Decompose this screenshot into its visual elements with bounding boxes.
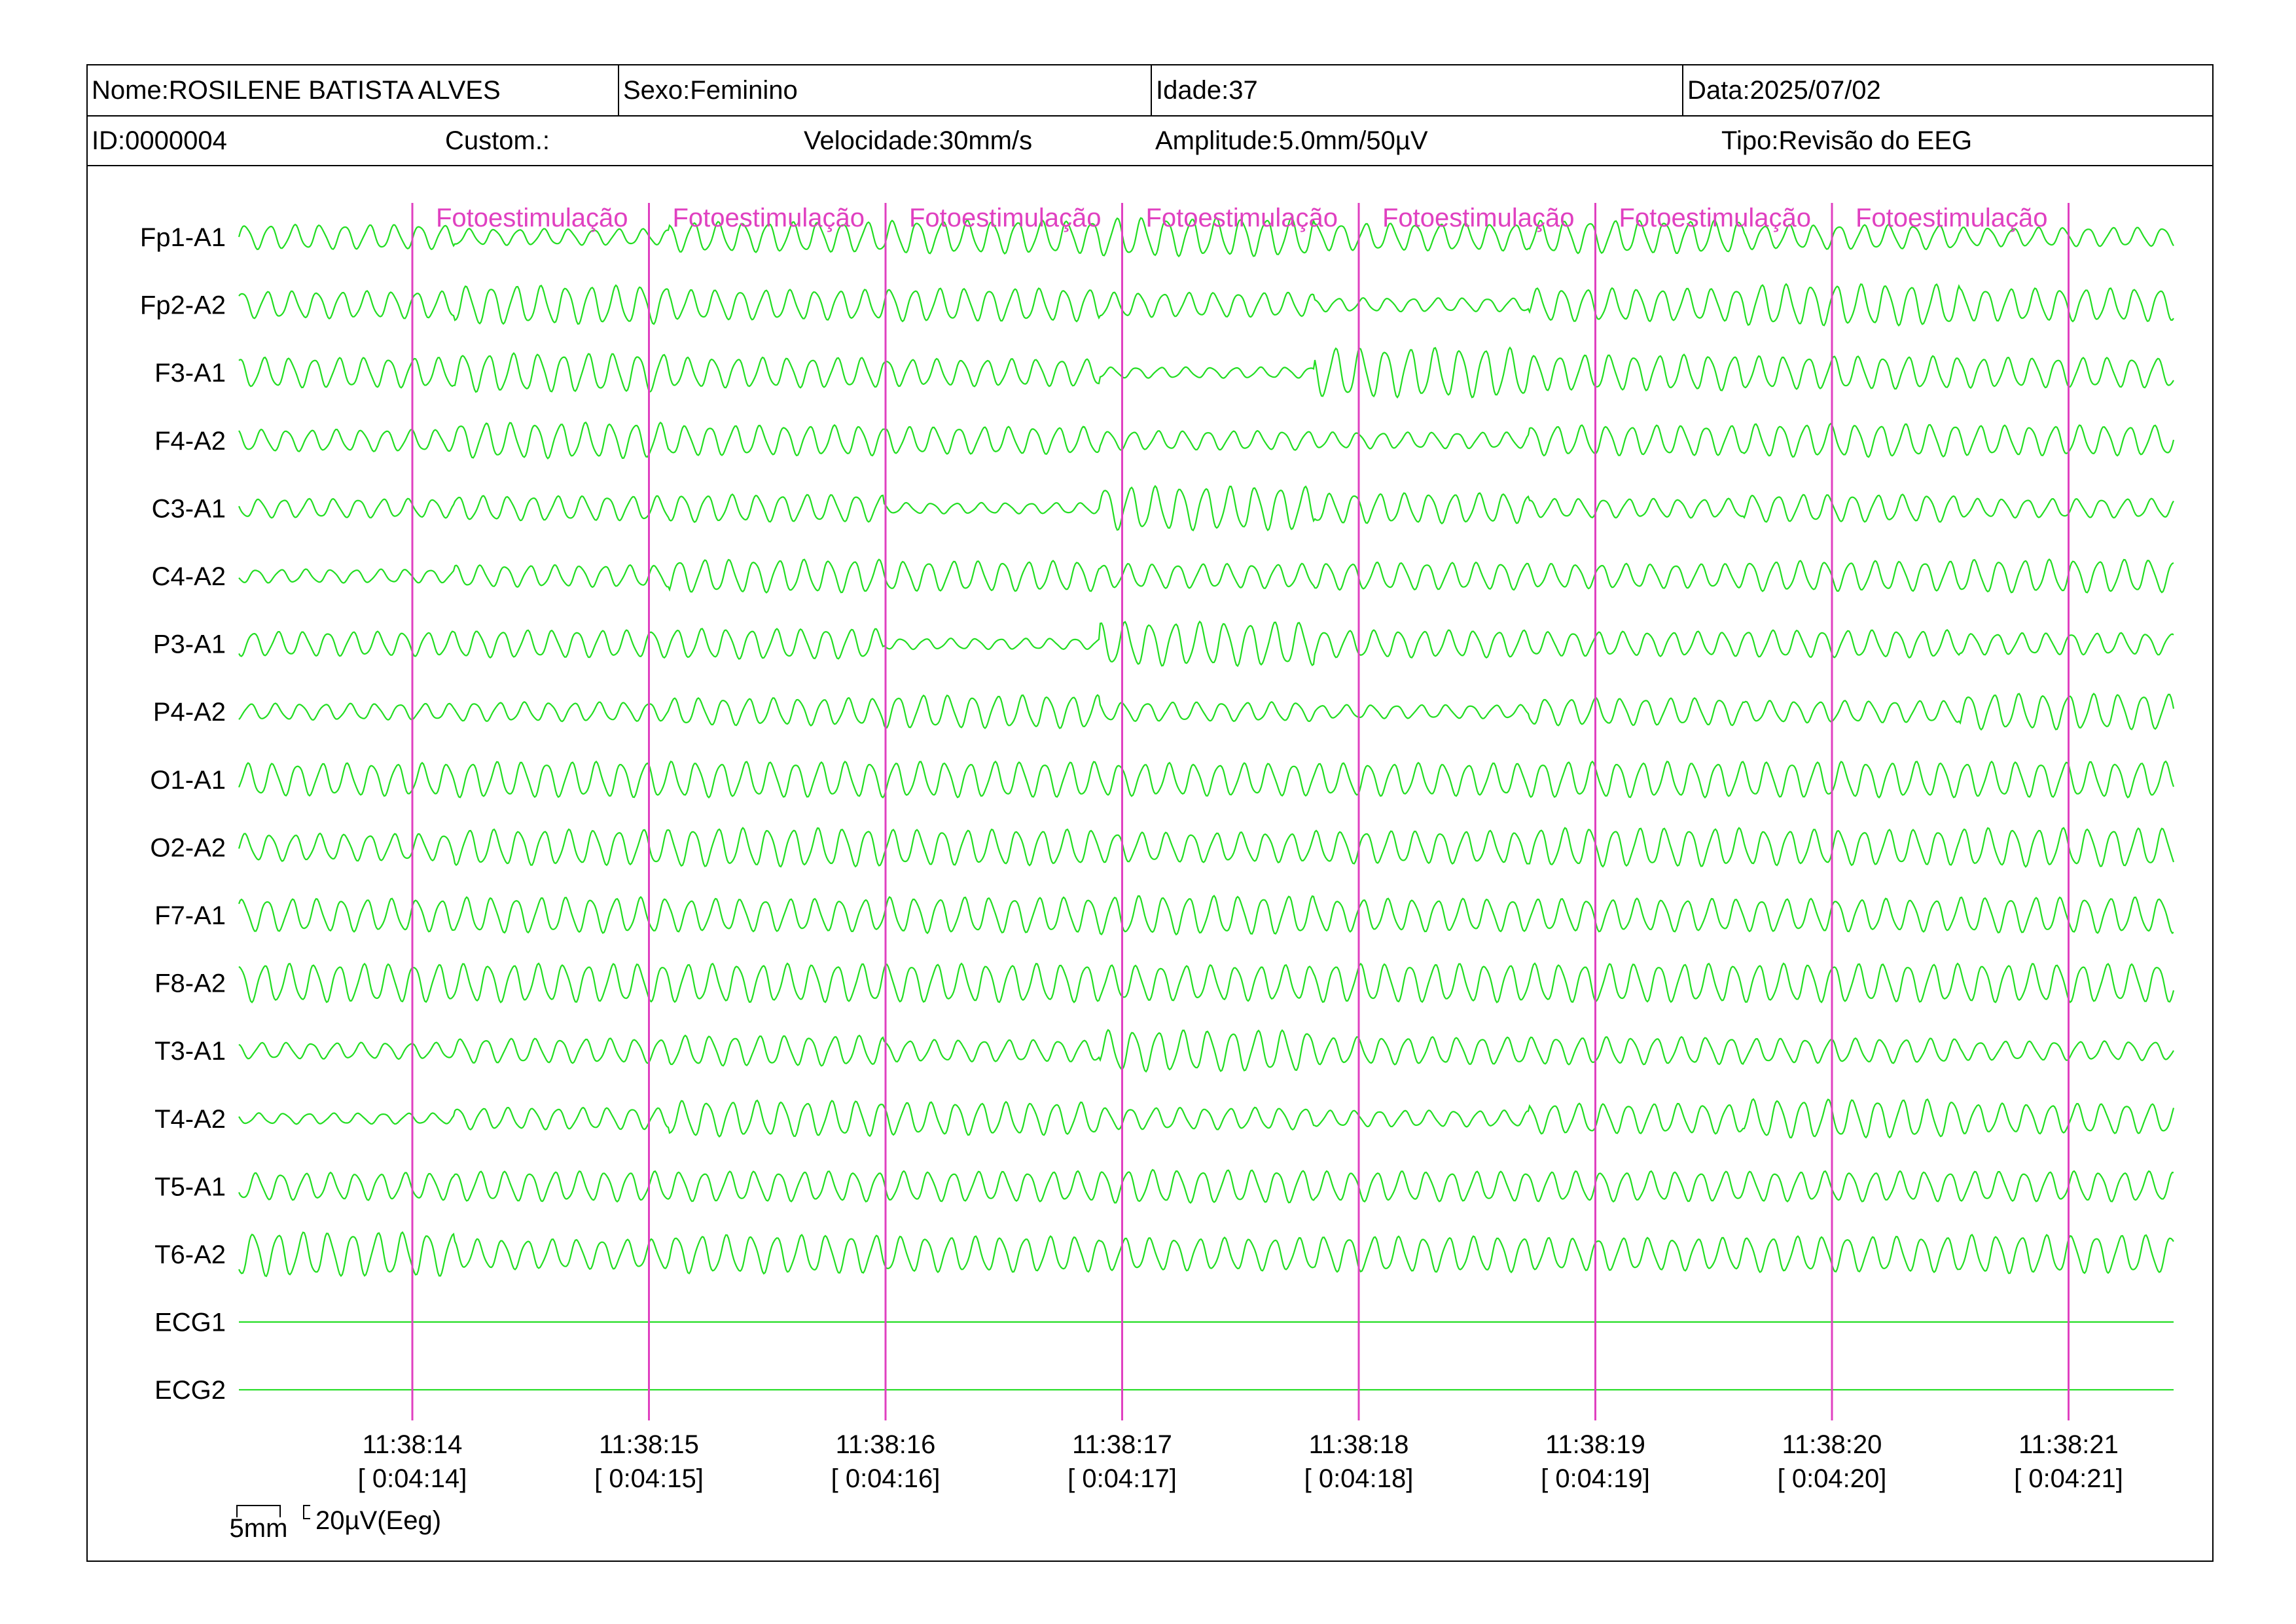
- channel-label: T5-A1: [154, 1172, 226, 1201]
- channel-label: Fp1-A1: [140, 223, 226, 252]
- event-marker-label: Fotoestimulação: [436, 204, 628, 232]
- channel-label: C3-A1: [152, 494, 226, 523]
- time-tick-label: 11:38:16: [836, 1430, 936, 1459]
- elapsed-tick-label: [ 0:04:18]: [1304, 1464, 1414, 1493]
- elapsed-tick-label: [ 0:04:20]: [1778, 1464, 1887, 1493]
- review-type: Tipo:Revisão do EEG: [1721, 126, 1973, 155]
- elapsed-tick-label: [ 0:04:15]: [594, 1464, 704, 1493]
- channel-trace: [238, 1098, 2175, 1139]
- channel-trace: [238, 620, 2174, 668]
- eeg-report-frame: Nome:ROSILENE BATISTA ALVES Sexo:Feminin…: [86, 64, 2214, 1562]
- channel-trace: [238, 1231, 2174, 1278]
- time-scale-bar: [236, 1505, 281, 1517]
- patient-id: ID:0000004: [92, 126, 227, 155]
- time-tick-label: 11:38:20: [1782, 1430, 1882, 1459]
- channel-trace: [238, 216, 2174, 258]
- channel-label: T4-A2: [154, 1105, 226, 1134]
- channel-label: F4-A2: [154, 427, 226, 456]
- channel-label: F8-A2: [154, 969, 226, 998]
- channel-trace: [238, 760, 2175, 799]
- channel-trace: [238, 1028, 2174, 1073]
- channel-trace: [238, 894, 2174, 936]
- event-marker-label: Fotoestimulação: [673, 204, 865, 232]
- channel-trace: [238, 827, 2175, 868]
- time-tick-label: 11:38:19: [1545, 1430, 1645, 1459]
- event-marker-label: Fotoestimulação: [1146, 204, 1338, 232]
- channel-label: F3-A1: [154, 359, 226, 388]
- channel-trace: [238, 558, 2174, 594]
- speed-setting: Velocidade:30mm/s: [804, 126, 1033, 155]
- elapsed-tick-label: [ 0:04:19]: [1541, 1464, 1650, 1493]
- channel-label: Fp2-A2: [140, 291, 226, 320]
- patient-sex: Sexo:Feminino: [618, 65, 1151, 115]
- channel-label: P3-A1: [153, 630, 226, 659]
- patient-name: Nome:ROSILENE BATISTA ALVES: [92, 75, 501, 105]
- channel-trace: [238, 1168, 2174, 1204]
- amplitude-setting: Amplitude:5.0mm/50µV: [1155, 126, 1428, 155]
- channel-label: O1-A1: [150, 766, 226, 795]
- elapsed-tick-label: [ 0:04:14]: [358, 1464, 467, 1493]
- header-row-patient: Nome:ROSILENE BATISTA ALVES Sexo:Feminin…: [88, 65, 2212, 117]
- event-marker-label: Fotoestimulação: [1382, 204, 1574, 232]
- channel-trace: [238, 693, 2175, 731]
- channel-label: P4-A2: [153, 698, 226, 727]
- elapsed-tick-label: [ 0:04:16]: [831, 1464, 941, 1493]
- patient-age: Idade:37: [1151, 65, 1682, 115]
- channel-trace: [238, 346, 2174, 399]
- channel-label: T3-A1: [154, 1037, 226, 1066]
- event-marker-label: Fotoestimulação: [909, 204, 1101, 232]
- channel-trace: [238, 962, 2175, 1003]
- time-tick-label: 11:38:14: [363, 1430, 463, 1459]
- channel-label: F7-A1: [154, 901, 226, 930]
- event-marker-label: Fotoestimulação: [1856, 204, 2047, 232]
- channel-trace: [238, 421, 2175, 460]
- amplitude-scale-label: 20µV(Eeg): [315, 1506, 441, 1535]
- elapsed-tick-label: [ 0:04:17]: [1067, 1464, 1177, 1493]
- time-tick-label: 11:38:21: [2018, 1430, 2119, 1459]
- custom-field: Custom.:: [445, 126, 550, 155]
- header-row-settings: ID:0000004 Custom.: Velocidade:30mm/s Am…: [88, 117, 2212, 166]
- time-scale-label: 5mm: [230, 1514, 288, 1543]
- time-tick-label: 11:38:17: [1072, 1430, 1172, 1459]
- time-tick-label: 11:38:18: [1309, 1430, 1409, 1459]
- channel-trace: [238, 484, 2174, 532]
- channel-label: ECG1: [154, 1308, 226, 1337]
- event-marker-label: Fotoestimulação: [1619, 204, 1811, 232]
- amplitude-scale-bar: [303, 1505, 310, 1519]
- channel-label: T6-A2: [154, 1240, 226, 1269]
- channel-label: ECG2: [154, 1376, 226, 1405]
- exam-date: Data:2025/07/02: [1682, 65, 2212, 115]
- elapsed-tick-label: [ 0:04:21]: [2014, 1464, 2123, 1493]
- time-tick-label: 11:38:15: [599, 1430, 699, 1459]
- channel-label: O2-A2: [150, 833, 226, 862]
- channel-label: C4-A2: [152, 562, 226, 591]
- channel-trace: [238, 283, 2174, 327]
